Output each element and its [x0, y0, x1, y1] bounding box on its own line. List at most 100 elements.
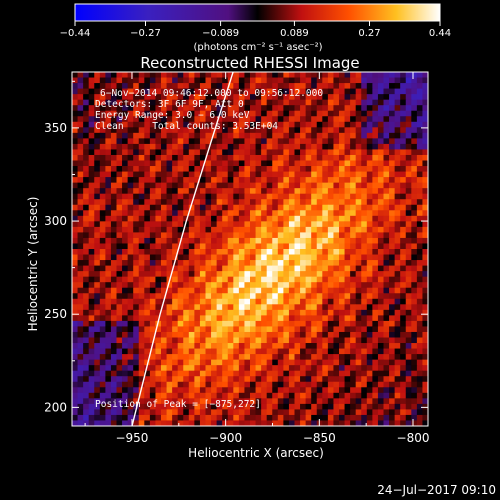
heatmap-cell — [183, 77, 190, 84]
heatmap-cell — [333, 138, 340, 145]
heatmap-cell — [350, 282, 357, 289]
heatmap-cell — [244, 381, 251, 388]
heatmap-cell — [288, 293, 295, 300]
heatmap-cell — [355, 193, 362, 200]
heatmap-cell — [105, 315, 112, 322]
heatmap-cell — [205, 243, 212, 250]
heatmap-cell — [161, 414, 167, 421]
heatmap-cell — [344, 204, 351, 211]
heatmap-cell — [344, 293, 351, 300]
heatmap-cell — [149, 149, 156, 156]
heatmap-cell — [222, 77, 229, 84]
heatmap-cell — [261, 331, 268, 338]
heatmap-cell — [372, 298, 379, 305]
heatmap-cell — [327, 171, 334, 178]
heatmap-cell — [272, 121, 279, 128]
heatmap-cell — [105, 282, 112, 289]
heatmap-cell — [188, 94, 195, 101]
heatmap-cell — [377, 348, 384, 355]
heatmap-cell — [250, 420, 256, 426]
heatmap-cell — [72, 309, 78, 316]
heatmap-cell — [127, 354, 134, 361]
heatmap-cell — [250, 116, 256, 123]
heatmap-cell — [261, 293, 268, 300]
heatmap-cell — [194, 287, 201, 294]
heatmap-cell — [122, 226, 129, 233]
heatmap-cell — [422, 204, 428, 211]
heatmap-cell — [316, 309, 323, 316]
heatmap-cell — [199, 276, 206, 283]
heatmap-cell — [183, 249, 190, 255]
heatmap-cell — [405, 370, 412, 377]
heatmap-cell — [383, 348, 390, 355]
heatmap-cell — [244, 149, 251, 156]
heatmap-cell — [300, 298, 307, 305]
heatmap-cell — [277, 354, 284, 361]
heatmap-cell — [311, 298, 318, 305]
heatmap-cell — [172, 221, 179, 228]
heatmap-cell — [389, 171, 396, 178]
heatmap-cell — [244, 271, 251, 278]
heatmap-cell — [110, 320, 117, 327]
heatmap-cell — [339, 326, 345, 333]
heatmap-cell — [194, 370, 201, 377]
heatmap-cell — [133, 83, 140, 89]
heatmap-cell — [188, 409, 195, 416]
heatmap-cell — [216, 381, 223, 388]
heatmap-cell — [389, 387, 396, 394]
heatmap-cell — [199, 293, 206, 300]
heatmap-cell — [205, 403, 212, 410]
heatmap-cell — [350, 182, 357, 189]
heatmap-cell — [288, 166, 295, 172]
heatmap-cell — [400, 381, 407, 388]
heatmap-cell — [194, 77, 201, 84]
heatmap-cell — [288, 376, 295, 383]
heatmap-cell — [339, 298, 345, 305]
heatmap-cell — [283, 381, 290, 388]
heatmap-cell — [333, 287, 340, 294]
heatmap-cell — [211, 149, 218, 156]
heatmap-cell — [133, 293, 140, 300]
heatmap-cell — [205, 265, 212, 272]
heatmap-cell — [327, 309, 334, 316]
heatmap-cell — [361, 249, 368, 255]
heatmap-cell — [288, 370, 295, 377]
heatmap-cell — [389, 138, 396, 145]
heatmap-cell — [411, 132, 418, 139]
heatmap-cell — [166, 232, 173, 239]
heatmap-cell — [261, 304, 268, 311]
heatmap-cell — [261, 149, 268, 156]
heatmap-cell — [250, 154, 256, 161]
heatmap-cell — [155, 326, 162, 333]
heatmap-cell — [300, 276, 307, 283]
heatmap-cell — [133, 260, 140, 266]
heatmap-cell — [400, 309, 407, 316]
heatmap-cell — [422, 188, 428, 195]
heatmap-cell — [405, 365, 412, 372]
heatmap-cell — [110, 199, 117, 206]
heatmap-cell — [72, 370, 78, 377]
heatmap-cell — [188, 348, 195, 355]
heatmap-cell — [166, 387, 173, 394]
heatmap-cell — [405, 88, 412, 95]
heatmap-cell — [205, 370, 212, 377]
heatmap-cell — [116, 343, 123, 349]
heatmap-cell — [255, 116, 262, 123]
heatmap-cell — [227, 249, 234, 255]
heatmap-cell — [288, 331, 295, 338]
heatmap-cell — [116, 149, 123, 156]
heatmap-cell — [94, 149, 101, 156]
heatmap-cell — [377, 315, 384, 322]
heatmap-cell — [205, 381, 212, 388]
heatmap-cell — [361, 398, 368, 405]
heatmap-cell — [227, 326, 234, 333]
heatmap-cell — [300, 320, 307, 327]
heatmap-cell — [311, 365, 318, 372]
heatmap-cell — [122, 298, 129, 305]
heatmap-cell — [144, 143, 151, 150]
heatmap-cell — [316, 265, 323, 272]
heatmap-cell — [339, 249, 345, 255]
heatmap-cell — [377, 249, 384, 255]
heatmap-cell — [133, 237, 140, 244]
heatmap-cell — [383, 298, 390, 305]
